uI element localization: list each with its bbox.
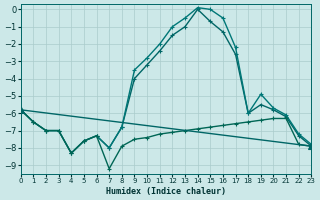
X-axis label: Humidex (Indice chaleur): Humidex (Indice chaleur)	[106, 187, 226, 196]
